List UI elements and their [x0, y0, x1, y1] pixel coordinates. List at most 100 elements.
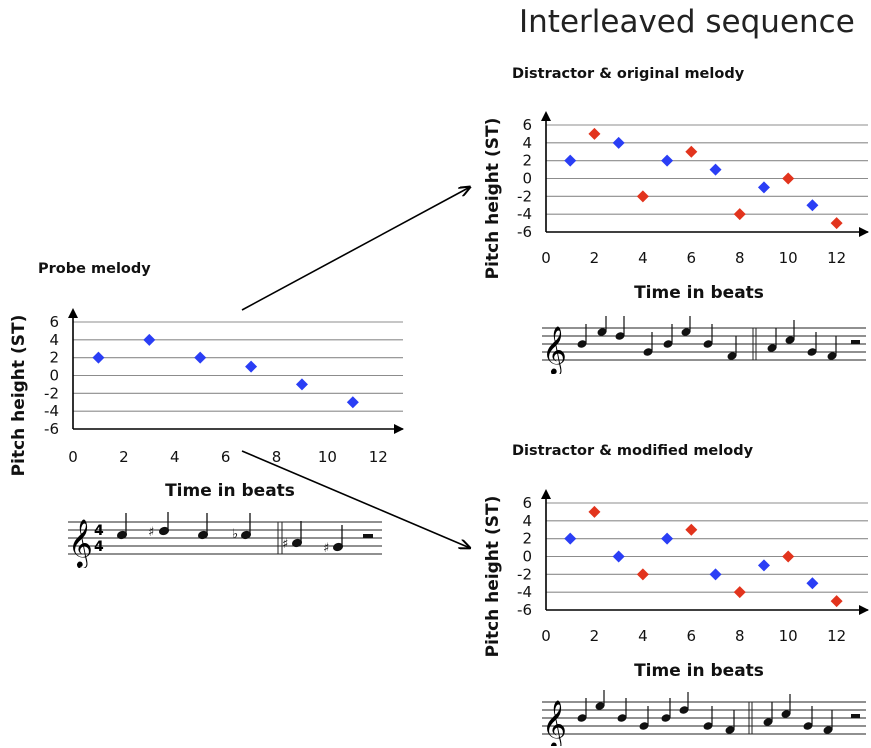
data-point [636, 190, 649, 203]
x-axis-label: Time in beats [165, 481, 295, 501]
x-tick-label: 10 [318, 448, 337, 466]
note-head [597, 328, 607, 336]
half-rest-icon [363, 534, 373, 538]
note-head [823, 726, 833, 734]
note-head [577, 340, 587, 348]
data-point [612, 550, 625, 563]
x-tick-label: 6 [687, 627, 697, 645]
x-axis-label: Time in beats [634, 661, 764, 681]
treble-clef-icon: 𝄞 [68, 518, 93, 568]
x-tick-label: 2 [590, 249, 600, 267]
y-tick-label: 6 [49, 313, 59, 331]
data-point [295, 378, 308, 391]
x-tick-label: 12 [827, 249, 846, 267]
y-tick-label: 0 [522, 170, 532, 188]
note-head [617, 714, 627, 722]
data-point [757, 559, 770, 572]
x-tick-label: 2 [119, 448, 129, 466]
modified-score: 𝄞 [542, 690, 866, 746]
x-tick-label: 4 [170, 448, 180, 466]
note-head [595, 702, 605, 710]
data-point [830, 217, 843, 230]
half-rest-icon [851, 714, 860, 718]
note-head [803, 722, 813, 730]
y-tick-label: -2 [517, 187, 532, 205]
y-tick-label: -2 [517, 565, 532, 583]
note-head [725, 726, 735, 734]
data-point [143, 333, 156, 346]
note-head [681, 328, 691, 336]
y-tick-label: 6 [522, 494, 532, 512]
y-tick-label: 2 [49, 349, 59, 367]
x-axis-arrow-icon [859, 227, 869, 237]
y-tick-label: -6 [517, 601, 532, 619]
data-point [636, 568, 649, 581]
x-tick-label: 6 [687, 249, 697, 267]
note-head [785, 336, 795, 344]
x-tick-label: 4 [638, 249, 648, 267]
data-point [830, 595, 843, 608]
x-tick-label: 0 [68, 448, 78, 466]
data-point [806, 199, 819, 212]
y-tick-label: -6 [517, 223, 532, 241]
note-head [639, 722, 649, 730]
x-tick-label: 10 [779, 249, 798, 267]
data-point [733, 208, 746, 221]
probe-score: 𝄞 4 4 ♯ ♭ ♯ ♯ [68, 512, 382, 568]
x-axis-arrow-icon [859, 605, 869, 615]
y-tick-label: -4 [517, 583, 532, 601]
y-tick-label: 2 [522, 530, 532, 548]
data-point [588, 505, 601, 518]
y-axis-label: Pitch height (ST) [9, 315, 29, 477]
data-point [806, 577, 819, 590]
note-head [781, 710, 791, 718]
modified-panel-title: Distractor & modified melody [512, 443, 754, 459]
note-head [577, 714, 587, 722]
time-signature-top: 4 [94, 523, 104, 539]
data-point [782, 172, 795, 185]
note-head [727, 352, 737, 360]
note-head [679, 706, 689, 714]
x-axis-arrow-icon [394, 424, 404, 434]
data-point [346, 396, 359, 409]
note-head [615, 332, 625, 340]
arrow-to-modified [241, 450, 470, 548]
x-tick-label: 2 [590, 627, 600, 645]
sharp-icon: ♯ [282, 537, 288, 552]
x-tick-label: 10 [779, 627, 798, 645]
sharp-icon: ♯ [323, 541, 329, 556]
y-axis-arrow-icon [68, 308, 78, 318]
note-head [827, 352, 837, 360]
note-head [643, 348, 653, 356]
note-head [763, 718, 773, 726]
x-tick-label: 8 [735, 249, 745, 267]
treble-clef-icon: 𝄞 [542, 699, 567, 746]
half-rest-icon [851, 340, 860, 344]
x-tick-label: 0 [541, 627, 551, 645]
note-head [661, 714, 671, 722]
note-head [663, 340, 673, 348]
data-point [245, 360, 258, 373]
figure-title: Interleaved sequence [519, 4, 855, 40]
y-tick-label: -6 [44, 420, 59, 438]
y-tick-label: 4 [522, 134, 532, 152]
data-point [733, 586, 746, 599]
data-point [661, 154, 674, 167]
arrow-to-original [241, 187, 470, 311]
y-axis-arrow-icon [541, 111, 551, 121]
data-point [757, 181, 770, 194]
x-axis-label: Time in beats [634, 283, 764, 303]
data-point [685, 145, 698, 158]
x-tick-label: 8 [272, 448, 282, 466]
data-point [709, 163, 722, 176]
x-tick-label: 8 [735, 627, 745, 645]
x-tick-label: 6 [221, 448, 231, 466]
data-point [782, 550, 795, 563]
y-tick-label: 4 [522, 512, 532, 530]
y-tick-label: -2 [44, 384, 59, 402]
note-head [807, 348, 817, 356]
y-tick-label: 0 [522, 548, 532, 566]
